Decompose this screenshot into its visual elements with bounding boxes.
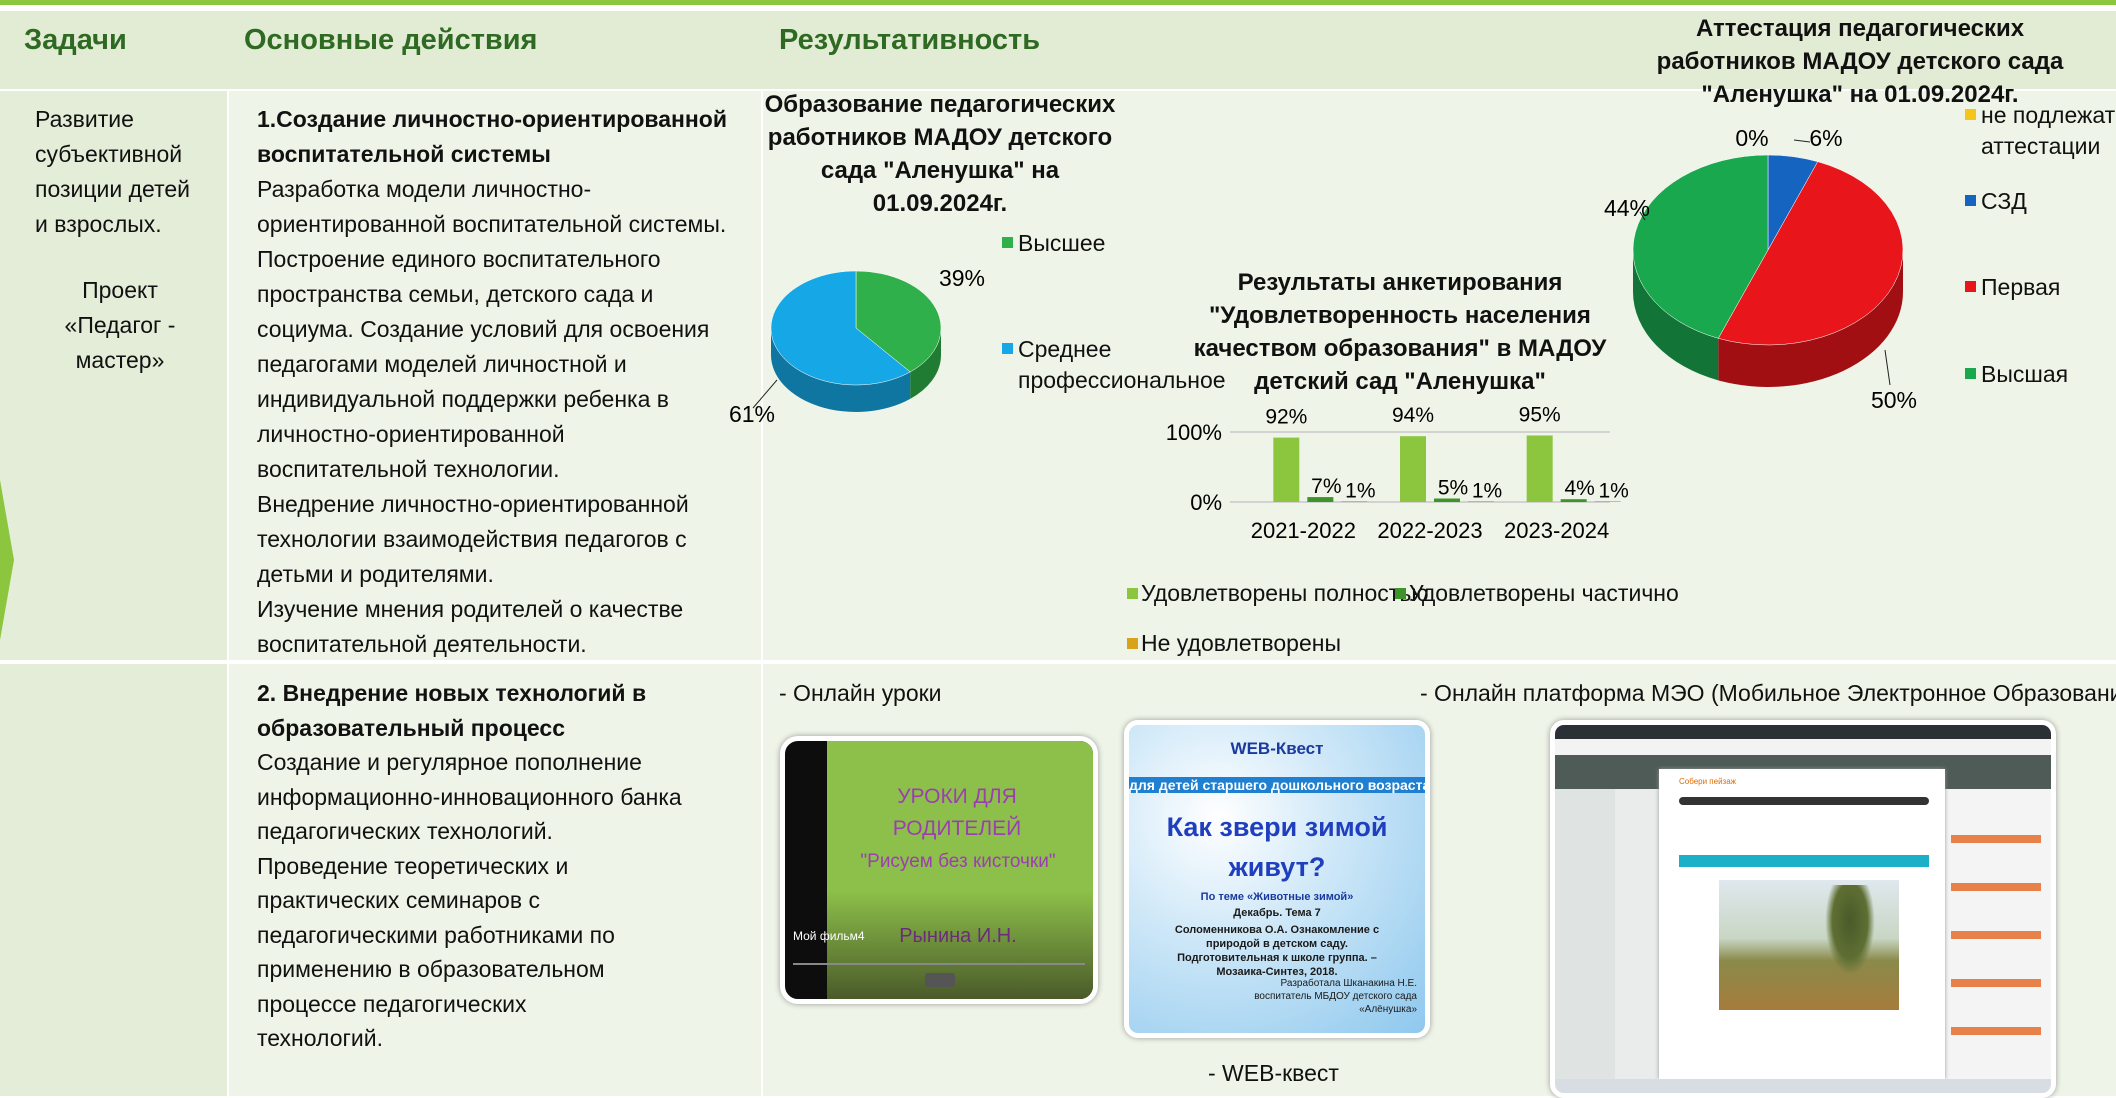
slide: { "table": { "header": ["Задачи", "Основ… bbox=[0, 0, 2116, 1096]
legend-label: Первая bbox=[1981, 272, 2116, 303]
chart: 0%6%50%44% bbox=[0, 0, 2116, 1096]
legend-label: СЗД bbox=[1981, 186, 2116, 217]
data-label: 6% bbox=[1809, 125, 1842, 151]
leader-line bbox=[1885, 350, 1890, 385]
legend-swatch bbox=[1965, 195, 1976, 206]
legend-swatch bbox=[1965, 109, 1976, 120]
data-label: 50% bbox=[1871, 387, 1917, 413]
data-label: 0% bbox=[1735, 125, 1768, 151]
legend-label: не подлежат аттестации bbox=[1981, 100, 2116, 162]
legend-swatch bbox=[1965, 281, 1976, 292]
legend-label: Высшая bbox=[1981, 359, 2116, 390]
legend-swatch bbox=[1965, 368, 1976, 379]
leader-line bbox=[1794, 140, 1810, 142]
